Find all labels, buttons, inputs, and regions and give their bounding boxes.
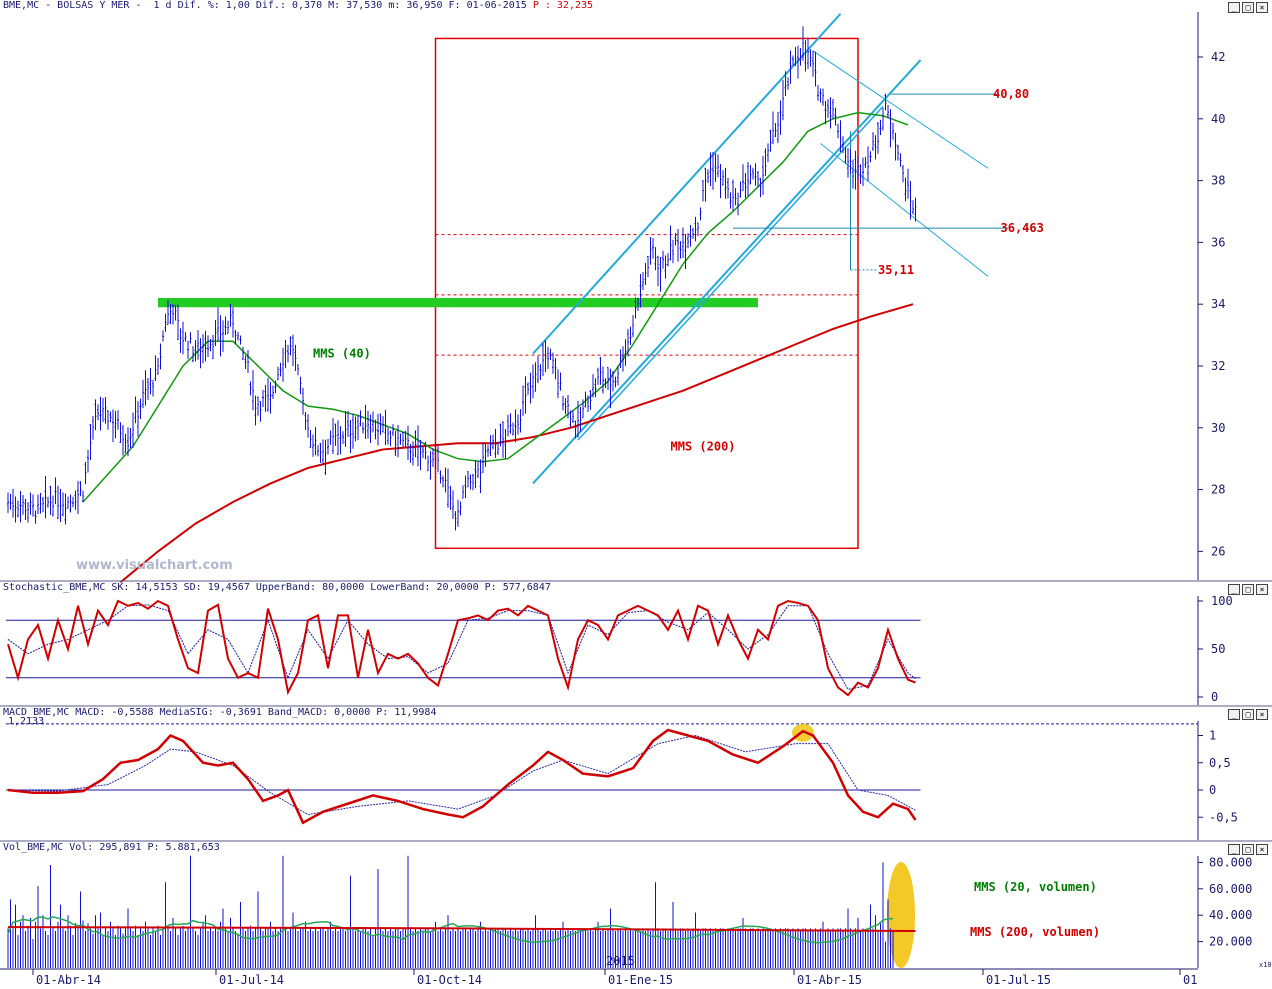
time-tick-label: 01 xyxy=(1183,973,1197,987)
downtrend-upper-line xyxy=(812,50,989,169)
time-tick-label: 01-Jul-14 xyxy=(219,973,284,987)
maximize-button[interactable]: □ xyxy=(1242,2,1254,13)
volume-sma20-line xyxy=(7,916,894,944)
macd-y-tick-label: 0 xyxy=(1209,783,1216,797)
minimize-button[interactable]: _ xyxy=(1228,2,1240,13)
upper-channel-line xyxy=(532,13,842,355)
time-tick-label: 01-Oct-14 xyxy=(417,973,482,987)
watermark: www.visualchart.com xyxy=(76,558,233,573)
price-header-text: BME,MC - BOLSAS Y MER - 1 d Dif. %: 1,00… xyxy=(3,0,527,11)
price-y-tick-label: 38 xyxy=(1211,174,1225,188)
time-tick-label: 01-Abr-14 xyxy=(36,973,101,987)
macd-minimize-button[interactable]: _ xyxy=(1228,709,1240,720)
price-y-tick-label: 32 xyxy=(1211,359,1225,373)
macd-close-button[interactable]: × xyxy=(1256,709,1268,720)
price-header: BME,MC - BOLSAS Y MER - 1 d Dif. %: 1,00… xyxy=(3,0,593,11)
time-tick-label: 01-Abr-15 xyxy=(797,973,862,987)
volume-header: Vol_BME,MC Vol: 295,891 P: 5.881,653 xyxy=(3,842,220,853)
stochastic-panel xyxy=(6,599,921,697)
year-label: 2015 xyxy=(606,954,635,968)
stochastic-header: Stochastic_BME,MC SK: 14,5153 SD: 19,456… xyxy=(3,582,551,593)
price-annotation-4: 35,11 xyxy=(878,263,914,277)
macd-header: MACD_BME,MC MACD: -0,5588 MediaSIG: -0,3… xyxy=(3,707,437,718)
macd-mediasig-line xyxy=(7,734,916,816)
macd-highlight xyxy=(792,723,814,742)
price-annotation-3: 36,463 xyxy=(1001,221,1044,235)
close-button[interactable]: × xyxy=(1256,2,1268,13)
volume-annotation-sma200: MMS (200, volumen) xyxy=(970,925,1100,939)
sma200-line xyxy=(119,303,914,584)
support-zone xyxy=(158,298,758,308)
price-y-tick-label: 30 xyxy=(1211,421,1225,435)
price-y-tick-label: 34 xyxy=(1211,297,1225,311)
price-y-tick-label: 42 xyxy=(1211,50,1225,64)
stochastic-maximize-button[interactable]: □ xyxy=(1242,584,1254,595)
volume-y-tick-label: 80.000 xyxy=(1209,855,1252,869)
stochastic-minimize-button[interactable]: _ xyxy=(1228,584,1240,595)
stochastic-y-tick-label: 100 xyxy=(1211,594,1233,608)
price-y-tick-label: 26 xyxy=(1211,544,1225,558)
volume-maximize-button[interactable]: □ xyxy=(1242,844,1254,855)
macd-macd-line xyxy=(7,728,917,825)
stochastic-y-tick-label: 50 xyxy=(1211,642,1225,656)
price-y-tick-label: 40 xyxy=(1211,112,1225,126)
macd-y-tick-label: 1 xyxy=(1209,729,1216,743)
volume-close-button[interactable]: × xyxy=(1256,844,1268,855)
volume-y-tick-label: 60.000 xyxy=(1209,882,1252,896)
macd-clipped-label: 1,2133 xyxy=(8,716,44,727)
measurement-rectangle xyxy=(434,37,859,550)
stochastic-y-tick-label: 0 xyxy=(1211,690,1218,704)
price-header-p: P : 32,235 xyxy=(532,0,594,11)
volume-panel: MMS (20, volumen) MMS (200, volumen) xyxy=(7,855,1100,968)
volume-highlight xyxy=(887,862,915,968)
price-y-tick-label: 28 xyxy=(1211,483,1225,497)
stochastic-close-button[interactable]: × xyxy=(1256,584,1268,595)
volume-scale-note: x10 xyxy=(1259,961,1272,969)
stochastic-sk-line xyxy=(7,599,916,697)
macd-y-tick-label: -0,5 xyxy=(1209,810,1238,824)
macd-panel xyxy=(6,723,1198,825)
time-tick-label: 01-Jul-15 xyxy=(986,973,1051,987)
macd-y-tick-label: 0,5 xyxy=(1209,756,1231,770)
axes: 42403836343230282610050010,50-0,580.0006… xyxy=(0,12,1272,987)
volume-sma200-line xyxy=(7,926,916,933)
macd-maximize-button[interactable]: □ xyxy=(1242,709,1254,720)
stochastic-sd-line xyxy=(7,604,916,690)
lower-channel-line xyxy=(532,59,922,485)
price-y-tick-label: 36 xyxy=(1211,235,1225,249)
price-annotation-1: MMS (200) xyxy=(671,439,736,453)
inner-channel-line xyxy=(577,105,884,441)
time-tick-label: 01-Ene-15 xyxy=(608,973,673,987)
volume-annotation-sma20: MMS (20, volumen) xyxy=(974,880,1097,894)
price-panel: MMS (40) MMS (200) 40,80 36,463 35,11 xyxy=(7,13,1044,584)
volume-y-tick-label: 40.000 xyxy=(1209,908,1252,922)
price-annotation-2: 40,80 xyxy=(993,87,1029,101)
price-annotation-0: MMS (40) xyxy=(313,347,371,361)
volume-y-tick-label: 20.000 xyxy=(1209,935,1252,949)
volume-minimize-button[interactable]: _ xyxy=(1228,844,1240,855)
